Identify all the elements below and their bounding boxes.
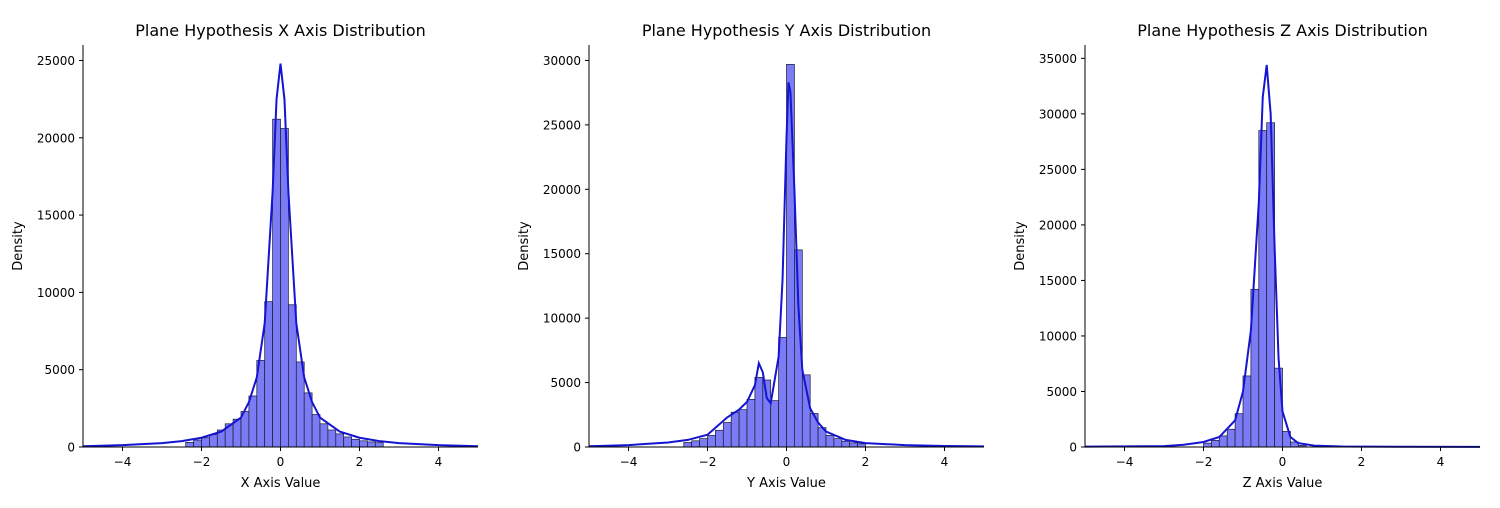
panel-1-bar bbox=[248, 395, 258, 448]
panel-1-y-tick-label: 25000 bbox=[37, 54, 75, 68]
panel-3-y-tick-label: 5000 bbox=[1046, 385, 1077, 399]
panel-1-kde-line bbox=[82, 63, 479, 448]
panel-1-bar bbox=[209, 434, 218, 448]
panel-1-x-tick-label: 2 bbox=[356, 455, 364, 469]
panel-1-bar bbox=[374, 442, 384, 448]
panel-2-bar bbox=[762, 379, 772, 448]
panel-1-y-tick-label: 10000 bbox=[37, 286, 75, 300]
panel-1-y-tick-label: 20000 bbox=[37, 131, 75, 145]
panel-2-bar bbox=[825, 435, 835, 448]
panel-1-x-tick-label: 0 bbox=[277, 455, 285, 469]
panel-3-y-tick-label: 30000 bbox=[1039, 107, 1077, 121]
panel-2-chart: −4 −2 0 2 4 0 5000 10000 15000 20000 25000 30000 Pla… bbox=[517, 21, 985, 491]
panel-3-title: Plane Hypothesis Z Axis Distribution bbox=[1137, 21, 1428, 40]
panel-3-chart: −4 −2 0 2 4 0 5000 10000 15000 20000 25000 30000 350… bbox=[1013, 21, 1481, 491]
panel-3-bar bbox=[1203, 442, 1212, 448]
panel-1-bar bbox=[201, 437, 210, 448]
panel-2-x-tick-label: 4 bbox=[941, 455, 949, 469]
panel-2-bar bbox=[849, 442, 858, 448]
panel-2-bar bbox=[683, 442, 693, 448]
panel-2-y-axis-label: Density bbox=[517, 221, 532, 271]
panel-1-y-tick-label: 5000 bbox=[44, 363, 75, 377]
panel-2-bar bbox=[754, 377, 764, 448]
panel-2-bar bbox=[833, 438, 843, 448]
panel-3-y-tick-label: 20000 bbox=[1039, 218, 1077, 232]
panel-3-x-tick-label: 2 bbox=[1358, 455, 1366, 469]
panel-3-y-tick-label: 25000 bbox=[1039, 163, 1077, 177]
panel-2-x-axis-label: Y Axis Value bbox=[746, 476, 826, 491]
panel-3-kde-line bbox=[1084, 64, 1481, 448]
panel-2-bar bbox=[841, 440, 851, 448]
panel-1-chart: −4 −2 0 2 4 0 5000 10000 15000 20000 25000 Plane Hy… bbox=[11, 21, 479, 491]
panel-3-bar bbox=[1266, 122, 1275, 448]
panel-2-bar bbox=[746, 398, 756, 448]
panel-1-x-tick-label: 4 bbox=[435, 455, 443, 469]
panel-1-y-tick-label: 15000 bbox=[37, 209, 75, 223]
panel-2-kde-line bbox=[588, 82, 985, 448]
panel-1-x-axis-label: X Axis Value bbox=[241, 476, 321, 491]
panel-1-y-axis-label: Density bbox=[11, 221, 26, 271]
panel-2-y-tick-label: 25000 bbox=[543, 118, 581, 132]
panel-1-bar bbox=[351, 438, 360, 448]
panel-2-y-tick-label: 10000 bbox=[543, 312, 581, 326]
panel-3-y-tick-label: 15000 bbox=[1039, 274, 1077, 288]
panel-1-bar bbox=[264, 301, 273, 448]
panel-3-y-tick-label: 35000 bbox=[1039, 52, 1077, 66]
panel-1-bar bbox=[335, 433, 345, 448]
panel-3-bar bbox=[1211, 439, 1220, 448]
panel-2-bar bbox=[738, 409, 748, 448]
panel-2-y-tick-label: 30000 bbox=[543, 54, 581, 68]
panel-1-bar bbox=[319, 423, 329, 448]
panel-3-y-tick-label: 10000 bbox=[1039, 329, 1077, 343]
panel-3-x-axis-label: Z Axis Value bbox=[1243, 476, 1323, 491]
panel-1-bar bbox=[193, 439, 202, 448]
panel-2-bar bbox=[722, 422, 732, 448]
panel-2-y-tick-label: 0 bbox=[573, 441, 581, 455]
panel-3-x-tick-label: −2 bbox=[1195, 455, 1213, 469]
panel-1-bar bbox=[359, 440, 368, 448]
panel-2-x-tick-label: −2 bbox=[699, 455, 717, 469]
panel-1-title: Plane Hypothesis X Axis Distribution bbox=[135, 21, 426, 40]
panel-3-bar bbox=[1226, 428, 1236, 448]
panel-2-x-tick-label: 2 bbox=[862, 455, 870, 469]
panel-1-bar bbox=[185, 442, 194, 448]
panel-2-bar bbox=[778, 337, 787, 448]
panel-2-title: Plane Hypothesis Y Axis Distribution bbox=[642, 21, 931, 40]
panel-3-x-tick-label: 0 bbox=[1279, 455, 1287, 469]
panel-1-bar bbox=[343, 436, 352, 448]
panel-1-bar bbox=[367, 441, 376, 448]
panel-3-x-tick-label: −4 bbox=[1116, 455, 1134, 469]
panel-1-bar bbox=[288, 304, 297, 448]
panel-3-bar bbox=[1218, 435, 1228, 448]
panel-2-bar bbox=[730, 411, 740, 448]
panel-2-y-tick-label: 5000 bbox=[550, 376, 581, 390]
panel-1-x-tick-label: −4 bbox=[114, 455, 132, 469]
panel-1-y-tick-label: 0 bbox=[67, 441, 75, 455]
panel-2-y-tick-label: 20000 bbox=[543, 183, 581, 197]
panel-2-bar bbox=[707, 435, 716, 448]
panel-3-y-tick-label: 0 bbox=[1069, 441, 1077, 455]
panel-2-x-tick-label: 0 bbox=[783, 455, 791, 469]
panel-2-y-tick-label: 15000 bbox=[543, 247, 581, 261]
panel-3-x-tick-label: 4 bbox=[1437, 455, 1445, 469]
panel-2-bar bbox=[715, 429, 724, 448]
panel-2-bar bbox=[699, 438, 708, 448]
panel-1-bar bbox=[327, 429, 337, 448]
panel-1-x-tick-label: −2 bbox=[193, 455, 211, 469]
panel-2-x-tick-label: −4 bbox=[620, 455, 638, 469]
panel-2-bar bbox=[691, 440, 700, 448]
panel-2-bar bbox=[770, 400, 779, 448]
panel-1-bar bbox=[311, 414, 321, 448]
panel-3-y-axis-label: Density bbox=[1013, 221, 1028, 271]
